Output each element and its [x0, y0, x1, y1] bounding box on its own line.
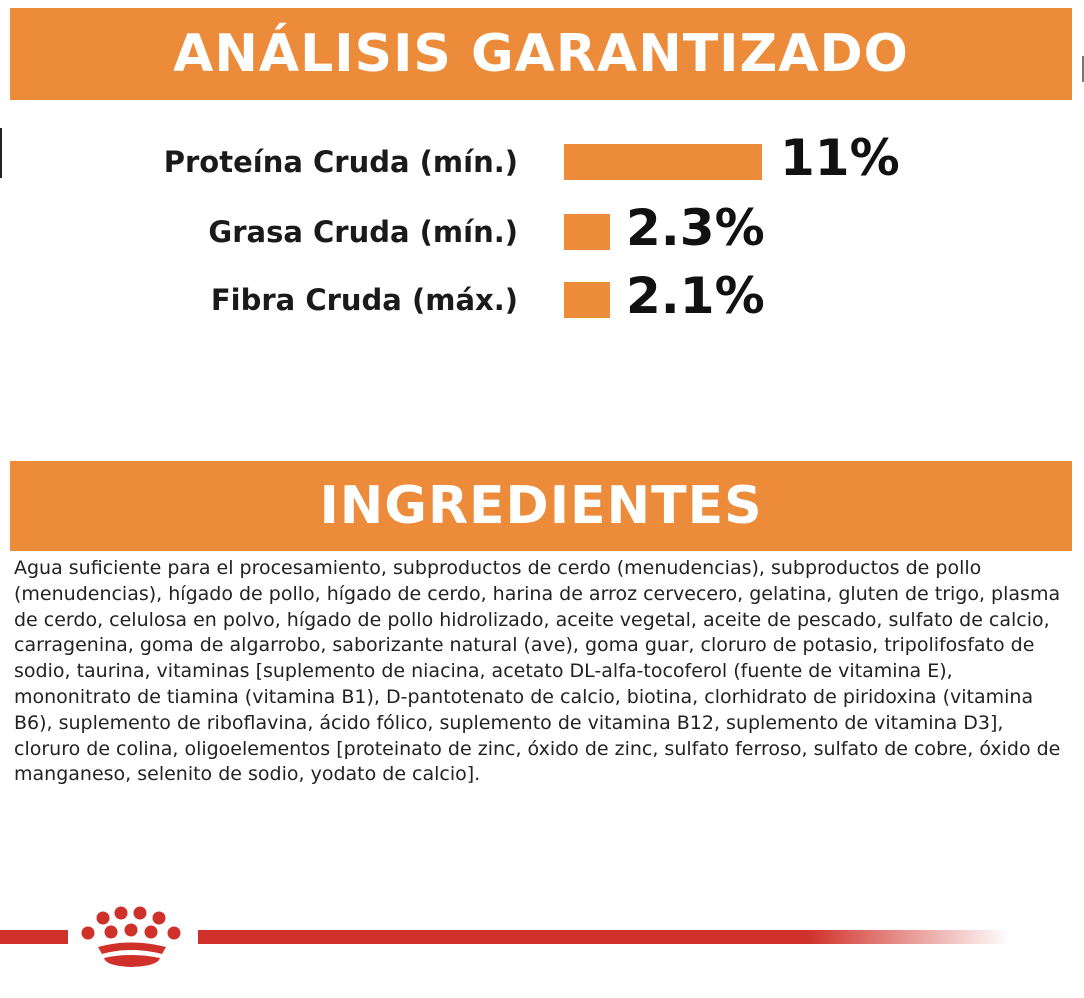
analysis-value: 2.3%: [626, 199, 765, 257]
ingredients-heading-banner: INGREDIENTES: [10, 461, 1072, 551]
crown-logo-icon: [81, 906, 181, 967]
ingredients-heading: INGREDIENTES: [319, 476, 763, 536]
analysis-value: 11%: [780, 129, 900, 187]
analysis-heading-banner: ANÁLISIS GARANTIZADO: [10, 8, 1072, 100]
analysis-bar: [564, 144, 762, 180]
analysis-heading: ANÁLISIS GARANTIZADO: [173, 24, 909, 84]
edge-mark-left: [0, 128, 2, 178]
ingredients-text: Agua suficiente para el procesamiento, s…: [14, 557, 1061, 786]
analysis-row-fiber: Fibra Cruda (máx.) 2.1%: [0, 267, 1084, 330]
analysis-row-protein: Proteína Cruda (mín.) 11%: [0, 129, 1084, 192]
analysis-label: Proteína Cruda (mín.): [163, 145, 518, 179]
analysis-row-fat: Grasa Cruda (mín.) 2.3%: [0, 199, 1084, 262]
analysis-bar: [564, 214, 610, 250]
footer-line-right: [198, 930, 1010, 944]
edge-mark: [1082, 56, 1084, 82]
analysis-bar: [564, 282, 610, 318]
analysis-value: 2.1%: [626, 267, 765, 325]
analysis-label: Fibra Cruda (máx.): [210, 283, 518, 317]
analysis-label: Grasa Cruda (mín.): [208, 215, 518, 249]
footer-line-left: [0, 930, 68, 944]
